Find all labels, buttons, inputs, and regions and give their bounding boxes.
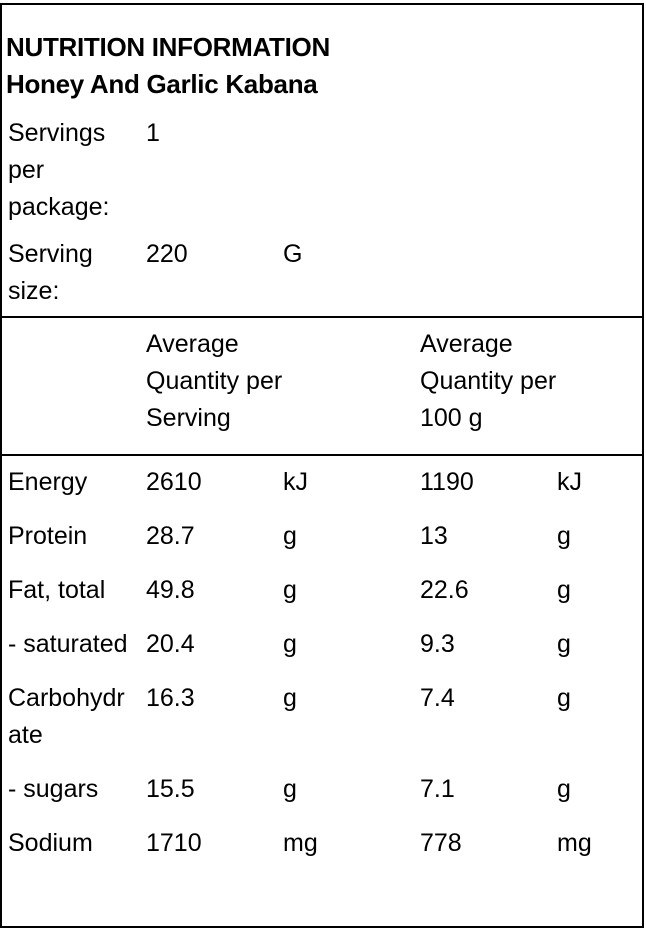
unit-cell: g: [283, 775, 297, 803]
row: Energy 2610 kJ 1190 kJ: [2, 456, 642, 510]
value-cell: 1190: [420, 468, 474, 496]
label-cell: Protein: [8, 522, 88, 550]
value-cell: 16.3: [146, 684, 195, 712]
blank-cell: [551, 111, 642, 232]
row: Fat, total 49.8 g 22.6 g: [2, 564, 642, 618]
column-headers: Average Quantity per Serving Average Qua…: [2, 318, 642, 456]
label-cell: Carbohydrate: [8, 684, 125, 749]
label-cell: - saturated: [8, 630, 128, 658]
unit-cell: g: [557, 576, 571, 604]
value-cell: 15.5: [146, 775, 195, 803]
unit-cell: g: [283, 684, 297, 712]
blank-cell: [414, 111, 551, 232]
unit-cell: g: [557, 522, 571, 550]
unit-cell: kJ: [283, 468, 308, 496]
unit-cell: mg: [557, 829, 592, 857]
row: Servings per package: 1: [2, 111, 642, 232]
value-cell: 49.8: [146, 576, 195, 604]
unit-cell: G: [283, 240, 303, 268]
value-cell: 220: [146, 240, 188, 268]
label-cell: Serving size:: [8, 240, 93, 305]
blank-cell: [277, 111, 414, 232]
value-cell: 7.1: [420, 775, 455, 803]
label-cell: Fat, total: [8, 576, 106, 604]
blank-cell: [551, 232, 642, 317]
title: NUTRITION INFORMATION: [6, 32, 330, 62]
value-cell: 20.4: [146, 630, 195, 658]
column-header: Average Quantity per 100 g: [420, 330, 557, 432]
label-cell: Servings per package:: [8, 119, 110, 221]
unit-cell: g: [557, 775, 571, 803]
serving-table: Servings per package: 1 Serving size: 220 G: [2, 111, 642, 318]
value-cell: 9.3: [420, 630, 455, 658]
unit-cell: g: [557, 630, 571, 658]
header: NUTRITION INFORMATION Honey And Garlic K…: [2, 5, 642, 111]
unit-cell: g: [283, 522, 297, 550]
row: Serving size: 220 G: [2, 232, 642, 317]
header-row: Average Quantity per Serving Average Qua…: [2, 318, 642, 455]
unit-cell: g: [283, 576, 297, 604]
value-cell: 13: [420, 522, 448, 550]
column-header: Average Quantity per Serving: [146, 330, 283, 432]
value-cell: 28.7: [146, 522, 195, 550]
label-cell: - sugars: [8, 775, 99, 803]
subtitle: Honey And Garlic Kabana: [6, 69, 318, 99]
row: Sodium 1710 mg 778 mg: [2, 817, 642, 871]
value-cell: 2610: [146, 468, 202, 496]
row: - saturated 20.4 g 9.3 g: [2, 618, 642, 672]
blank-cell: [414, 232, 551, 317]
blank-cell: [2, 318, 140, 455]
label-cell: Sodium: [8, 829, 93, 857]
value-cell: 7.4: [420, 684, 455, 712]
value-cell: 778: [420, 829, 462, 857]
unit-cell: g: [557, 684, 571, 712]
nutrient-table: Energy 2610 kJ 1190 kJ Protein 28.7 g 13 g Fat, to…: [2, 456, 642, 871]
value-cell: 1710: [146, 829, 202, 857]
row: - sugars 15.5 g 7.1 g: [2, 763, 642, 817]
label-cell: Energy: [8, 468, 88, 496]
value-cell: 1: [146, 119, 160, 147]
nutrition-panel: NUTRITION INFORMATION Honey And Garlic K…: [0, 3, 644, 928]
row: Protein 28.7 g 13 g: [2, 510, 642, 564]
unit-cell: g: [283, 630, 297, 658]
unit-cell: kJ: [557, 468, 582, 496]
row: Carbohydrate 16.3 g 7.4 g: [2, 672, 642, 763]
value-cell: 22.6: [420, 576, 469, 604]
unit-cell: mg: [283, 829, 318, 857]
